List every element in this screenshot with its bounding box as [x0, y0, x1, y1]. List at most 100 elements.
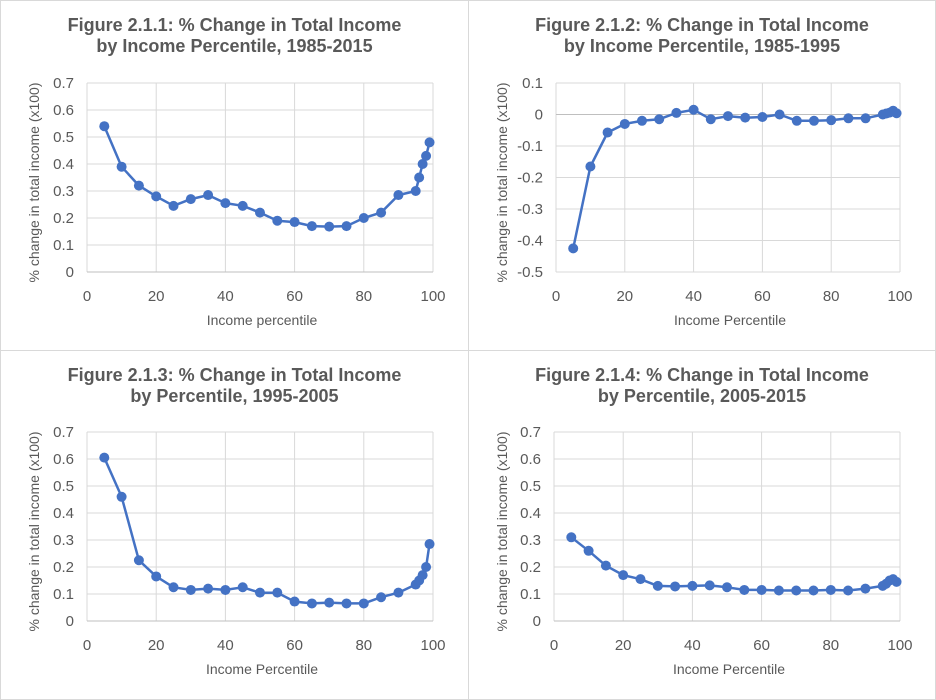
x-tick-label: 40 — [684, 637, 701, 654]
data-point — [376, 207, 387, 218]
y-axis-label: % change in total income (x100) — [494, 432, 510, 632]
y-tick-label: 0.4 — [520, 505, 541, 522]
chart-title: Figure 2.1.3: % Change in Total Income b… — [1, 365, 468, 407]
series-line — [103, 457, 431, 605]
data-point — [809, 115, 819, 126]
data-point — [722, 582, 732, 593]
data-point — [421, 562, 432, 572]
data-point — [791, 585, 802, 596]
y-tick-label: 0.6 — [520, 451, 541, 468]
data-point — [619, 118, 630, 129]
y-tick-label: 0.1 — [520, 586, 541, 603]
data-point — [185, 584, 196, 595]
y-tick-label: 0.2 — [53, 559, 74, 576]
data-point — [255, 587, 265, 598]
y-tick-label: 0.7 — [53, 75, 74, 92]
data-point — [410, 186, 421, 196]
y-tick-label: 0.1 — [53, 586, 74, 603]
data-point — [825, 584, 836, 595]
data-point — [116, 491, 127, 502]
data-point — [151, 191, 162, 202]
data-point — [306, 598, 317, 609]
y-tick-label: 0.1 — [522, 75, 543, 92]
data-point — [424, 539, 435, 550]
data-point — [168, 200, 179, 211]
y-axis-label: % change in total income (x100) — [26, 83, 42, 283]
x-tick-label: 0 — [552, 288, 560, 305]
data-point — [324, 597, 335, 608]
data-point — [185, 194, 196, 205]
y-tick-label: 0.4 — [53, 156, 74, 173]
data-point — [272, 215, 283, 226]
y-tick-label: 0.3 — [53, 532, 74, 549]
y-tick-label: 0 — [66, 264, 74, 281]
data-point — [808, 585, 819, 596]
data-point — [358, 598, 369, 609]
data-point — [739, 584, 750, 595]
x-tick-label: 20 — [616, 288, 633, 305]
data-point — [414, 172, 425, 183]
data-point — [203, 190, 214, 201]
y-tick-label: -0.1 — [517, 138, 543, 155]
data-point — [756, 584, 767, 595]
y-axis-label: % change in total income (x100) — [494, 83, 510, 283]
data-point — [757, 112, 768, 123]
x-tick-label: 100 — [420, 288, 445, 305]
chart-title-line1: Figure 2.1.2: % Change in Total Income — [535, 15, 869, 35]
chart-title: Figure 2.1.2: % Change in Total Income b… — [469, 15, 935, 57]
series-line — [570, 536, 898, 592]
data-point — [860, 113, 871, 124]
data-point — [843, 585, 854, 596]
y-tick-label: 0 — [535, 107, 543, 124]
data-point — [99, 121, 110, 132]
data-point — [151, 571, 162, 582]
x-tick-label: 0 — [83, 288, 91, 305]
data-point — [585, 161, 596, 172]
data-point — [566, 532, 577, 543]
data-point — [637, 115, 647, 126]
data-point — [671, 107, 682, 118]
y-tick-label: 0.2 — [53, 210, 74, 227]
chart-title-line2: by Income Percentile, 1985-1995 — [563, 36, 841, 56]
data-point — [306, 221, 317, 232]
data-point — [341, 598, 352, 609]
data-point — [773, 585, 784, 596]
x-tick-label: 0 — [550, 637, 558, 654]
x-tick-label: 60 — [286, 288, 303, 305]
data-point — [774, 109, 785, 120]
data-point — [740, 112, 751, 123]
chart-title-line1: Figure 2.1.3: % Change in Total Income — [67, 365, 402, 385]
data-point — [220, 198, 231, 209]
data-point — [687, 580, 698, 591]
chart-svg: -0.5 -0.4 -0.3 -0.2 -0.1 0 0.1 0 20 40 60 80 100 Inco… — [494, 75, 913, 328]
data-point — [826, 115, 837, 126]
chart-panel-2-1-4: Figure 2.1.4: % Change in Total Income b… — [468, 350, 936, 700]
data-point — [568, 243, 579, 254]
data-point — [723, 111, 733, 122]
data-point — [843, 113, 854, 124]
chart-svg: 0 0.1 0.2 0.3 0.4 0.5 0.6 0.7 0 20 40 60 80 100 Income… — [494, 424, 913, 677]
data-point — [602, 127, 613, 138]
data-point — [341, 221, 352, 232]
data-point — [670, 581, 681, 592]
data-point — [421, 150, 432, 161]
data-point — [618, 570, 629, 581]
chart-title-line1: Figure 2.1.4: % Change in Total Income — [535, 365, 869, 385]
data-point — [358, 213, 369, 223]
data-point — [654, 114, 665, 125]
x-tick-label: 20 — [148, 288, 165, 305]
y-tick-label: 0.3 — [53, 183, 74, 200]
data-point — [255, 207, 265, 218]
y-tick-label: 0.5 — [53, 478, 74, 495]
chart-svg: 0 0.1 0.2 0.3 0.4 0.5 0.6 0.7 0 20 40 60 80 100 Income… — [26, 75, 446, 328]
x-tick-label: 80 — [822, 637, 839, 654]
chart-panel-2-1-2: Figure 2.1.2: % Change in Total Income b… — [468, 0, 936, 351]
data-point — [289, 217, 300, 228]
y-tick-label: 0.5 — [520, 478, 541, 495]
chart-title: Figure 2.1.1: % Change in Total Income b… — [1, 15, 468, 57]
x-tick-label: 60 — [286, 637, 303, 654]
data-point — [393, 190, 404, 201]
x-axis-label: Income Percentile — [674, 312, 786, 328]
data-point — [116, 161, 127, 172]
y-tick-label: -0.5 — [517, 264, 543, 281]
